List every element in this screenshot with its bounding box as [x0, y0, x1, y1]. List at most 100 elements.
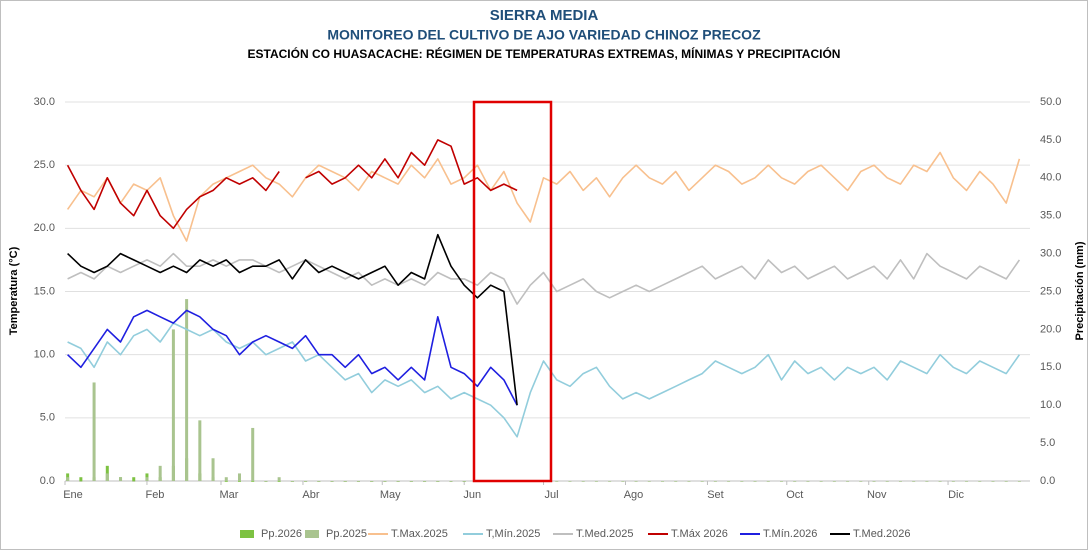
x-tick-label: Dic	[948, 489, 964, 501]
chart-heading: ESTACIÓN CO HUASACACHE: RÉGIMEN DE TEMPE…	[248, 46, 841, 61]
precip-bar	[66, 477, 70, 481]
y-axis-label: Temperatura (°C)	[8, 246, 20, 335]
precip-bar	[859, 481, 863, 482]
precip-bar	[779, 481, 783, 482]
precip-bar	[634, 481, 638, 482]
precip-bar	[396, 481, 400, 482]
y2-tick-label: 5.0	[1040, 437, 1055, 449]
precip-bar	[766, 481, 770, 482]
series-line	[67, 252, 1021, 305]
x-tick-label: Ago	[624, 489, 644, 501]
precip-bar	[594, 481, 598, 482]
precip-bar	[251, 481, 255, 482]
precip-bar	[237, 481, 241, 482]
precip-bar	[674, 481, 678, 482]
y-tick-label: 25.0	[34, 159, 55, 171]
precip-bar	[608, 481, 612, 482]
x-tick-label: Oct	[786, 489, 803, 501]
precip-bar	[846, 481, 850, 482]
x-tick-label: May	[380, 489, 401, 501]
precip-bar	[343, 481, 347, 482]
precip-bar	[264, 481, 268, 482]
precip-bar	[1017, 481, 1021, 482]
precip-bar	[158, 465, 162, 481]
y2-tick-label: 15.0	[1040, 361, 1061, 373]
x-tick-label: Jun	[463, 489, 481, 501]
precip-bar	[621, 481, 625, 482]
x-tick-label: Abr	[302, 489, 319, 501]
precip-bar	[105, 473, 109, 481]
y-tick-label: 5.0	[40, 412, 55, 424]
precip-bar	[740, 481, 744, 482]
precip-bar	[105, 465, 109, 481]
precip-bar	[647, 481, 651, 482]
precip-bar	[79, 481, 83, 482]
legend-label: Pp.2025	[326, 528, 367, 540]
highlight-box	[472, 100, 553, 483]
legend-label: T.Mín.2026	[763, 528, 817, 540]
precip-bar	[119, 477, 123, 481]
precip-bar	[224, 477, 228, 481]
precip-bar	[449, 481, 453, 482]
y-tick-label: 20.0	[34, 222, 55, 234]
precip-bar	[92, 382, 96, 481]
precip-bar	[185, 299, 189, 481]
precip-bar	[383, 481, 387, 482]
precip-bar	[251, 427, 255, 481]
legend-label: T.Máx 2026	[671, 528, 728, 540]
y-tick-label: 30.0	[34, 96, 55, 108]
precip-bar	[991, 481, 995, 482]
y-tick-label: 10.0	[34, 349, 55, 361]
precip-bar	[198, 420, 202, 481]
precip-bar	[581, 481, 585, 482]
precip-bar	[713, 481, 717, 482]
precip-bar	[423, 481, 427, 482]
chart-title: SIERRA MEDIA	[490, 7, 599, 24]
legend-label: Pp.2026	[261, 528, 302, 540]
y2-tick-label: 40.0	[1040, 172, 1061, 184]
precip-bar	[409, 481, 413, 482]
precip-bar	[277, 481, 281, 482]
precip-bar	[568, 481, 572, 482]
precip-bar	[277, 477, 281, 481]
y2-tick-label: 30.0	[1040, 248, 1061, 260]
precip-bar	[727, 481, 731, 482]
y-tick-label: 15.0	[34, 285, 55, 297]
y2-axis-label: Precipitación (mm)	[1074, 241, 1086, 340]
y2-tick-label: 10.0	[1040, 399, 1061, 411]
precip-bar	[132, 477, 136, 481]
precip-bar	[806, 481, 810, 482]
series-line	[67, 233, 518, 406]
y2-tick-label: 0.0	[1040, 475, 1055, 487]
precip-bar	[211, 458, 215, 481]
precip-bar	[436, 481, 440, 482]
y2-tick-label: 50.0	[1040, 96, 1061, 108]
y2-tick-label: 45.0	[1040, 134, 1061, 146]
precip-bar	[356, 481, 360, 482]
precip-bar	[951, 481, 955, 482]
precip-bar	[912, 481, 916, 482]
legend-label: T,Mín.2025	[486, 528, 540, 540]
legend-label: T.Med.2025	[576, 528, 633, 540]
precip-bar	[304, 481, 308, 482]
y2-tick-label: 35.0	[1040, 210, 1061, 222]
precip-bar	[171, 329, 175, 481]
legend-label: T.Med.2026	[853, 528, 910, 540]
precip-bar	[330, 481, 334, 482]
precip-bar	[1004, 481, 1008, 482]
chart-subtitle: MONITOREO DEL CULTIVO DE AJO VARIEDAD CH…	[327, 27, 761, 43]
y-tick-label: 0.0	[40, 475, 55, 487]
precip-bar	[700, 481, 704, 482]
precip-bar	[687, 481, 691, 482]
x-tick-label: Mar	[220, 489, 239, 501]
legend-label: T.Max.2025	[391, 528, 448, 540]
legend-swatch	[305, 530, 319, 538]
precip-bar	[237, 473, 241, 481]
precip-bar	[79, 477, 83, 481]
precip-bar	[224, 481, 228, 482]
precip-bar	[793, 481, 797, 482]
series-line	[67, 309, 518, 406]
precip-bar	[317, 481, 321, 482]
precip-bar	[819, 481, 823, 482]
